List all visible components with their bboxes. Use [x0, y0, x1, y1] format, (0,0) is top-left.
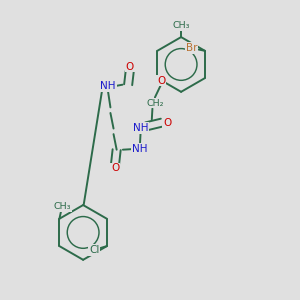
Text: NH: NH: [100, 81, 116, 91]
Text: O: O: [163, 118, 172, 128]
Text: CH₂: CH₂: [146, 98, 164, 107]
Text: O: O: [111, 164, 119, 173]
Text: O: O: [126, 61, 134, 72]
Text: NH: NH: [133, 123, 148, 133]
Text: Br: Br: [186, 43, 197, 53]
Text: CH₃: CH₃: [54, 202, 71, 211]
Text: Cl: Cl: [89, 245, 100, 255]
Text: CH₃: CH₃: [172, 21, 190, 30]
Text: NH: NH: [132, 144, 148, 154]
Text: O: O: [157, 76, 165, 85]
